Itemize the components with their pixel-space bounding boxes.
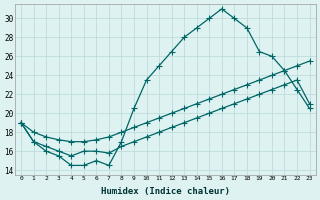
- X-axis label: Humidex (Indice chaleur): Humidex (Indice chaleur): [101, 187, 230, 196]
